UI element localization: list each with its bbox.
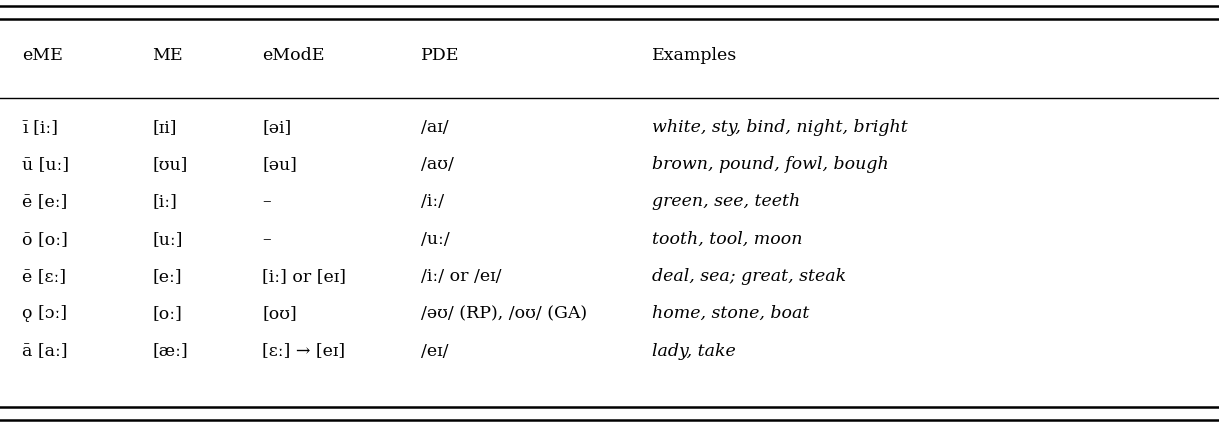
Text: [ʊu]: [ʊu]: [152, 156, 188, 173]
Text: [eː]: [eː]: [152, 268, 182, 285]
Text: ME: ME: [152, 47, 183, 64]
Text: lady, take: lady, take: [652, 343, 736, 360]
Text: Examples: Examples: [652, 47, 737, 64]
Text: [iː]: [iː]: [152, 193, 177, 210]
Text: –: –: [262, 231, 271, 248]
Text: eME: eME: [22, 47, 63, 64]
Text: [əu]: [əu]: [262, 156, 297, 173]
Text: ū [uː]: ū [uː]: [22, 156, 69, 173]
Text: /aʊ/: /aʊ/: [421, 156, 453, 173]
Text: eModE: eModE: [262, 47, 324, 64]
Text: –: –: [262, 193, 271, 210]
Text: [ɪi]: [ɪi]: [152, 119, 177, 136]
Text: deal, sea; great, steak: deal, sea; great, steak: [652, 268, 846, 285]
Text: ē [eː]: ē [eː]: [22, 193, 67, 210]
Text: [iː] or [eɪ]: [iː] or [eɪ]: [262, 268, 346, 285]
Text: /aɪ/: /aɪ/: [421, 119, 449, 136]
Text: green, see, teeth: green, see, teeth: [652, 193, 801, 210]
Text: ǫ [ɔː]: ǫ [ɔː]: [22, 305, 67, 322]
Text: PDE: PDE: [421, 47, 460, 64]
Text: /iː/: /iː/: [421, 193, 444, 210]
Text: /eɪ/: /eɪ/: [421, 343, 449, 360]
Text: home, stone, boat: home, stone, boat: [652, 305, 809, 322]
Text: [əi]: [əi]: [262, 119, 291, 136]
Text: ā [aː]: ā [aː]: [22, 343, 67, 360]
Text: ō [oː]: ō [oː]: [22, 231, 68, 248]
Text: [oʊ]: [oʊ]: [262, 305, 297, 322]
Text: [æː]: [æː]: [152, 343, 188, 360]
Text: white, sty, bind, night, bright: white, sty, bind, night, bright: [652, 119, 908, 136]
Text: [oː]: [oː]: [152, 305, 183, 322]
Text: [ɛː] → [eɪ]: [ɛː] → [eɪ]: [262, 343, 345, 360]
Text: /əʊ/ (RP), /oʊ/ (GA): /əʊ/ (RP), /oʊ/ (GA): [421, 305, 586, 322]
Text: /uː/: /uː/: [421, 231, 450, 248]
Text: ē [ɛː]: ē [ɛː]: [22, 268, 66, 285]
Text: ī [iː]: ī [iː]: [22, 119, 59, 136]
Text: tooth, tool, moon: tooth, tool, moon: [652, 231, 802, 248]
Text: /iː/ or /eɪ/: /iː/ or /eɪ/: [421, 268, 501, 285]
Text: brown, pound, fowl, bough: brown, pound, fowl, bough: [652, 156, 889, 173]
Text: [uː]: [uː]: [152, 231, 183, 248]
